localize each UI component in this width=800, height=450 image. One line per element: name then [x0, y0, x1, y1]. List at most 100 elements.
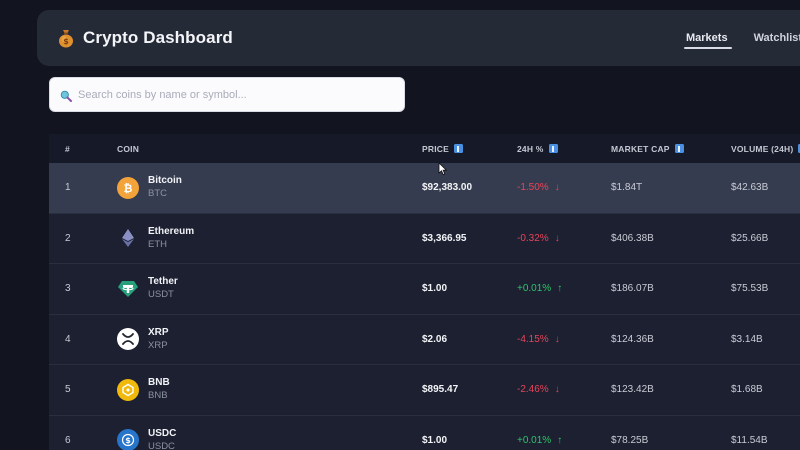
- bitcoin-logo-icon: ₿: [117, 176, 139, 199]
- volume-cell: $25.66B: [731, 232, 769, 244]
- price-cell: $92,383.00: [422, 182, 473, 194]
- table-row[interactable]: 5 BNB BNB $895.47 -2.46% ↓ $123.42B $1.68…: [49, 365, 800, 416]
- rank-cell: 5: [65, 384, 71, 396]
- bnb-logo-icon: [117, 378, 139, 401]
- coin-symbol: XRP: [148, 339, 168, 351]
- coin-symbol: USDC: [148, 440, 175, 450]
- sort-updown-icon[interactable]: [548, 144, 558, 153]
- table-header: # COIN PRICE 24H % MARKET CAP VOLUME (24…: [49, 134, 800, 163]
- coin-symbol: BNB: [148, 390, 168, 402]
- table-row[interactable]: 4 XRP XRP $2.06 -4.15% ↓ $124.36B $3.14B: [49, 314, 800, 365]
- change-cell: -1.50% ↓: [517, 182, 611, 193]
- search-icon: [60, 89, 72, 102]
- price-cell: $1.00: [422, 434, 448, 446]
- svg-text:$: $: [63, 37, 69, 46]
- price-cell: $895.47: [422, 384, 459, 396]
- price-cell: $2.06: [422, 333, 448, 345]
- volume-header-label: VOLUME (24H): [731, 143, 794, 154]
- table-row[interactable]: 1 ₿ Bitcoin BTC $92,383.00 -1.50% ↓ $1.84…: [49, 163, 800, 214]
- tether-logo-icon: [117, 278, 139, 300]
- tab-markets[interactable]: Markets: [684, 10, 732, 66]
- column-header-volume[interactable]: VOLUME (24H): [731, 144, 800, 154]
- volume-cell: $3.14B: [731, 333, 763, 345]
- change-cell: +0.01% ↑: [517, 435, 611, 446]
- volume-cell: $1.68B: [731, 384, 763, 396]
- change-value: -2.46%: [517, 384, 549, 396]
- main-nav: Markets Watchlist: [684, 10, 800, 66]
- rank-cell: 6: [65, 434, 71, 446]
- coin-name: Bitcoin: [148, 175, 182, 187]
- coin-cell: BNB BNB: [117, 376, 422, 403]
- market-cap-header-label: MARKET CAP: [611, 143, 670, 154]
- tab-watchlist[interactable]: Watchlist: [753, 32, 800, 44]
- coin-name: Tether: [148, 276, 178, 288]
- mouse-cursor-icon: [438, 162, 448, 176]
- column-header-change[interactable]: 24H %: [517, 144, 611, 154]
- price-cell: $3,366.95: [422, 232, 467, 244]
- usdc-logo-icon: $: [117, 429, 139, 450]
- table-row[interactable]: 2 Ethereum ETH $3,366.95 -0.32% ↓ $406.38…: [49, 213, 800, 264]
- arrow-up-icon: ↑: [557, 283, 563, 295]
- coin-name: XRP: [148, 326, 169, 338]
- rank-cell: 1: [65, 182, 71, 194]
- change-value: +0.01%: [517, 283, 552, 295]
- sort-updown-icon[interactable]: [453, 144, 463, 153]
- change-value: -0.32%: [517, 232, 549, 244]
- change-cell: -2.46% ↓: [517, 384, 611, 395]
- coin-header-label: COIN: [117, 143, 140, 154]
- coin-cell: $ USDC USDC: [117, 427, 422, 450]
- app-title: Crypto Dashboard: [83, 28, 233, 47]
- price-cell: $1.00: [422, 283, 448, 295]
- xrp-logo-icon: [117, 328, 139, 351]
- sort-updown-icon[interactable]: [798, 144, 800, 153]
- coin-name: USDC: [148, 427, 177, 439]
- volume-cell: $11.54B: [731, 434, 768, 446]
- coin-cell: Tether USDT: [117, 275, 422, 302]
- arrow-down-icon: ↓: [554, 384, 560, 396]
- money-bag-icon: $: [57, 28, 75, 48]
- column-header-price[interactable]: PRICE: [422, 144, 517, 154]
- market-cap-cell: $1.84T: [611, 182, 643, 194]
- coin-cell: ₿ Bitcoin BTC: [117, 174, 422, 201]
- volume-cell: $42.63B: [731, 182, 769, 194]
- change-cell: -0.32% ↓: [517, 233, 611, 244]
- app-header: $ Crypto Dashboard Markets Watchlist: [37, 10, 800, 66]
- column-header-rank: #: [49, 144, 117, 154]
- arrow-down-icon: ↓: [554, 182, 560, 194]
- svg-text:$: $: [125, 436, 131, 445]
- coins-table: # COIN PRICE 24H % MARKET CAP VOLUME (24…: [49, 134, 800, 450]
- search-box[interactable]: [49, 77, 405, 112]
- arrow-up-icon: ↑: [557, 434, 563, 446]
- price-header-label: PRICE: [422, 143, 449, 154]
- coin-name: BNB: [148, 377, 170, 389]
- market-cap-cell: $124.36B: [611, 333, 654, 345]
- arrow-down-icon: ↓: [554, 333, 560, 345]
- market-cap-cell: $78.25B: [611, 434, 649, 446]
- coin-symbol: ETH: [148, 238, 167, 250]
- column-header-coin: COIN: [117, 144, 422, 154]
- rank-cell: 2: [65, 232, 71, 244]
- ethereum-logo-icon: [117, 227, 139, 249]
- brand: $ Crypto Dashboard: [57, 28, 233, 48]
- coin-symbol: BTC: [148, 188, 167, 200]
- column-header-market-cap[interactable]: MARKET CAP: [611, 144, 731, 154]
- market-cap-cell: $123.42B: [611, 384, 654, 396]
- rank-cell: 4: [65, 333, 71, 345]
- change-header-label: 24H %: [517, 143, 544, 154]
- coin-symbol: USDT: [148, 289, 174, 301]
- change-value: +0.01%: [517, 434, 552, 446]
- table-row[interactable]: 6 $ USDC USDC $1.00 +0.01% ↑ $78.25B $11.…: [49, 415, 800, 450]
- coin-name: Ethereum: [148, 225, 195, 237]
- svg-text:₿: ₿: [124, 182, 133, 195]
- change-value: -1.50%: [517, 182, 549, 194]
- coin-cell: XRP XRP: [117, 326, 422, 353]
- arrow-down-icon: ↓: [554, 232, 560, 244]
- sort-updown-icon[interactable]: [674, 144, 684, 153]
- table-row[interactable]: 3 Tether USDT $1.00 +0.01% ↑ $186.07B: [49, 264, 800, 315]
- market-cap-cell: $406.38B: [611, 232, 654, 244]
- coin-cell: Ethereum ETH: [117, 225, 422, 252]
- change-value: -4.15%: [517, 333, 549, 345]
- search-input[interactable]: [78, 88, 404, 101]
- rank-cell: 3: [65, 283, 71, 295]
- rank-header-label: #: [65, 143, 70, 154]
